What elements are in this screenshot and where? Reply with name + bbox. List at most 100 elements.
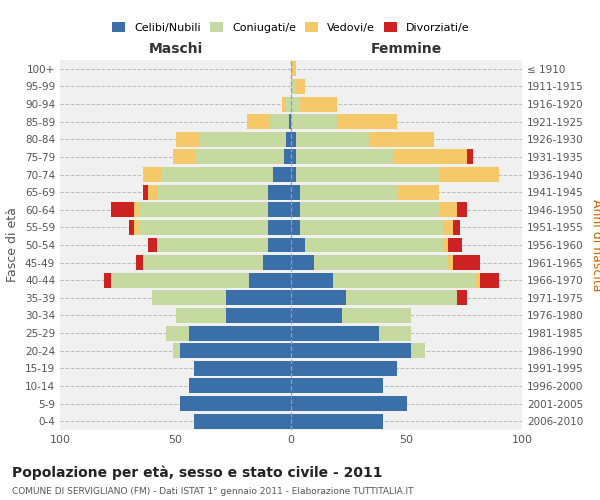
Bar [226, 290, 291, 306]
Bar [148, 238, 157, 252]
Bar [268, 202, 291, 218]
Bar [291, 290, 346, 306]
Bar [453, 220, 460, 235]
Bar [300, 202, 439, 218]
Bar [152, 290, 226, 306]
Bar [291, 132, 296, 147]
Bar [247, 114, 270, 129]
Bar [443, 238, 448, 252]
Bar [136, 255, 143, 270]
Bar [291, 167, 296, 182]
Bar [305, 238, 443, 252]
Bar [457, 290, 467, 306]
Bar [291, 361, 397, 376]
Bar [194, 414, 291, 428]
Bar [268, 220, 291, 235]
Bar [130, 220, 134, 235]
Bar [286, 132, 291, 147]
Bar [296, 150, 392, 164]
Bar [291, 79, 296, 94]
Bar [443, 220, 453, 235]
Text: COMUNE DI SERVIGLIANO (FM) - Dati ISTAT 1° gennaio 2011 - Elaborazione TUTTITALI: COMUNE DI SERVIGLIANO (FM) - Dati ISTAT … [12, 488, 413, 496]
Bar [476, 273, 481, 287]
Bar [111, 273, 250, 287]
Bar [291, 308, 342, 323]
Bar [161, 167, 272, 182]
Bar [148, 184, 157, 200]
Bar [143, 167, 161, 182]
Bar [289, 114, 291, 129]
Bar [157, 238, 268, 252]
Bar [196, 150, 284, 164]
Text: Popolazione per età, sesso e stato civile - 2011: Popolazione per età, sesso e stato civil… [12, 465, 383, 479]
Bar [291, 62, 296, 76]
Bar [291, 255, 314, 270]
Bar [291, 114, 337, 129]
Bar [481, 273, 499, 287]
Y-axis label: Fasce di età: Fasce di età [7, 208, 19, 282]
Bar [453, 255, 481, 270]
Bar [173, 343, 180, 358]
Bar [180, 343, 291, 358]
Bar [104, 273, 111, 287]
Bar [291, 414, 383, 428]
Bar [346, 290, 457, 306]
Bar [296, 132, 370, 147]
Bar [314, 255, 448, 270]
Bar [411, 343, 425, 358]
Bar [291, 96, 300, 112]
Bar [457, 202, 467, 218]
Text: Maschi: Maschi [148, 42, 203, 56]
Bar [296, 79, 305, 94]
Bar [291, 150, 296, 164]
Bar [282, 96, 286, 112]
Bar [270, 114, 289, 129]
Bar [190, 326, 291, 340]
Bar [291, 396, 407, 411]
Bar [199, 132, 286, 147]
Bar [291, 273, 332, 287]
Bar [291, 343, 411, 358]
Bar [300, 184, 397, 200]
Bar [397, 184, 439, 200]
Bar [448, 238, 462, 252]
Bar [291, 202, 300, 218]
Bar [111, 202, 134, 218]
Bar [268, 184, 291, 200]
Text: Femmine: Femmine [371, 42, 442, 56]
Bar [263, 255, 291, 270]
Bar [286, 96, 291, 112]
Bar [370, 132, 434, 147]
Bar [392, 150, 467, 164]
Bar [467, 150, 473, 164]
Bar [337, 114, 397, 129]
Bar [291, 238, 305, 252]
Bar [176, 308, 226, 323]
Bar [296, 167, 439, 182]
Bar [190, 378, 291, 394]
Bar [173, 150, 196, 164]
Bar [143, 184, 148, 200]
Bar [143, 255, 263, 270]
Bar [157, 184, 268, 200]
Bar [250, 273, 291, 287]
Bar [300, 96, 337, 112]
Bar [139, 202, 268, 218]
Bar [284, 150, 291, 164]
Bar [139, 220, 268, 235]
Y-axis label: Anni di nascita: Anni di nascita [590, 198, 600, 291]
Bar [342, 308, 411, 323]
Bar [166, 326, 190, 340]
Bar [300, 220, 443, 235]
Legend: Celibi/Nubili, Coniugati/e, Vedovi/e, Divorziati/e: Celibi/Nubili, Coniugati/e, Vedovi/e, Di… [108, 18, 474, 37]
Bar [291, 326, 379, 340]
Bar [448, 255, 453, 270]
Bar [226, 308, 291, 323]
Bar [134, 202, 139, 218]
Bar [379, 326, 411, 340]
Bar [291, 184, 300, 200]
Bar [439, 202, 457, 218]
Bar [180, 396, 291, 411]
Bar [194, 361, 291, 376]
Bar [272, 167, 291, 182]
